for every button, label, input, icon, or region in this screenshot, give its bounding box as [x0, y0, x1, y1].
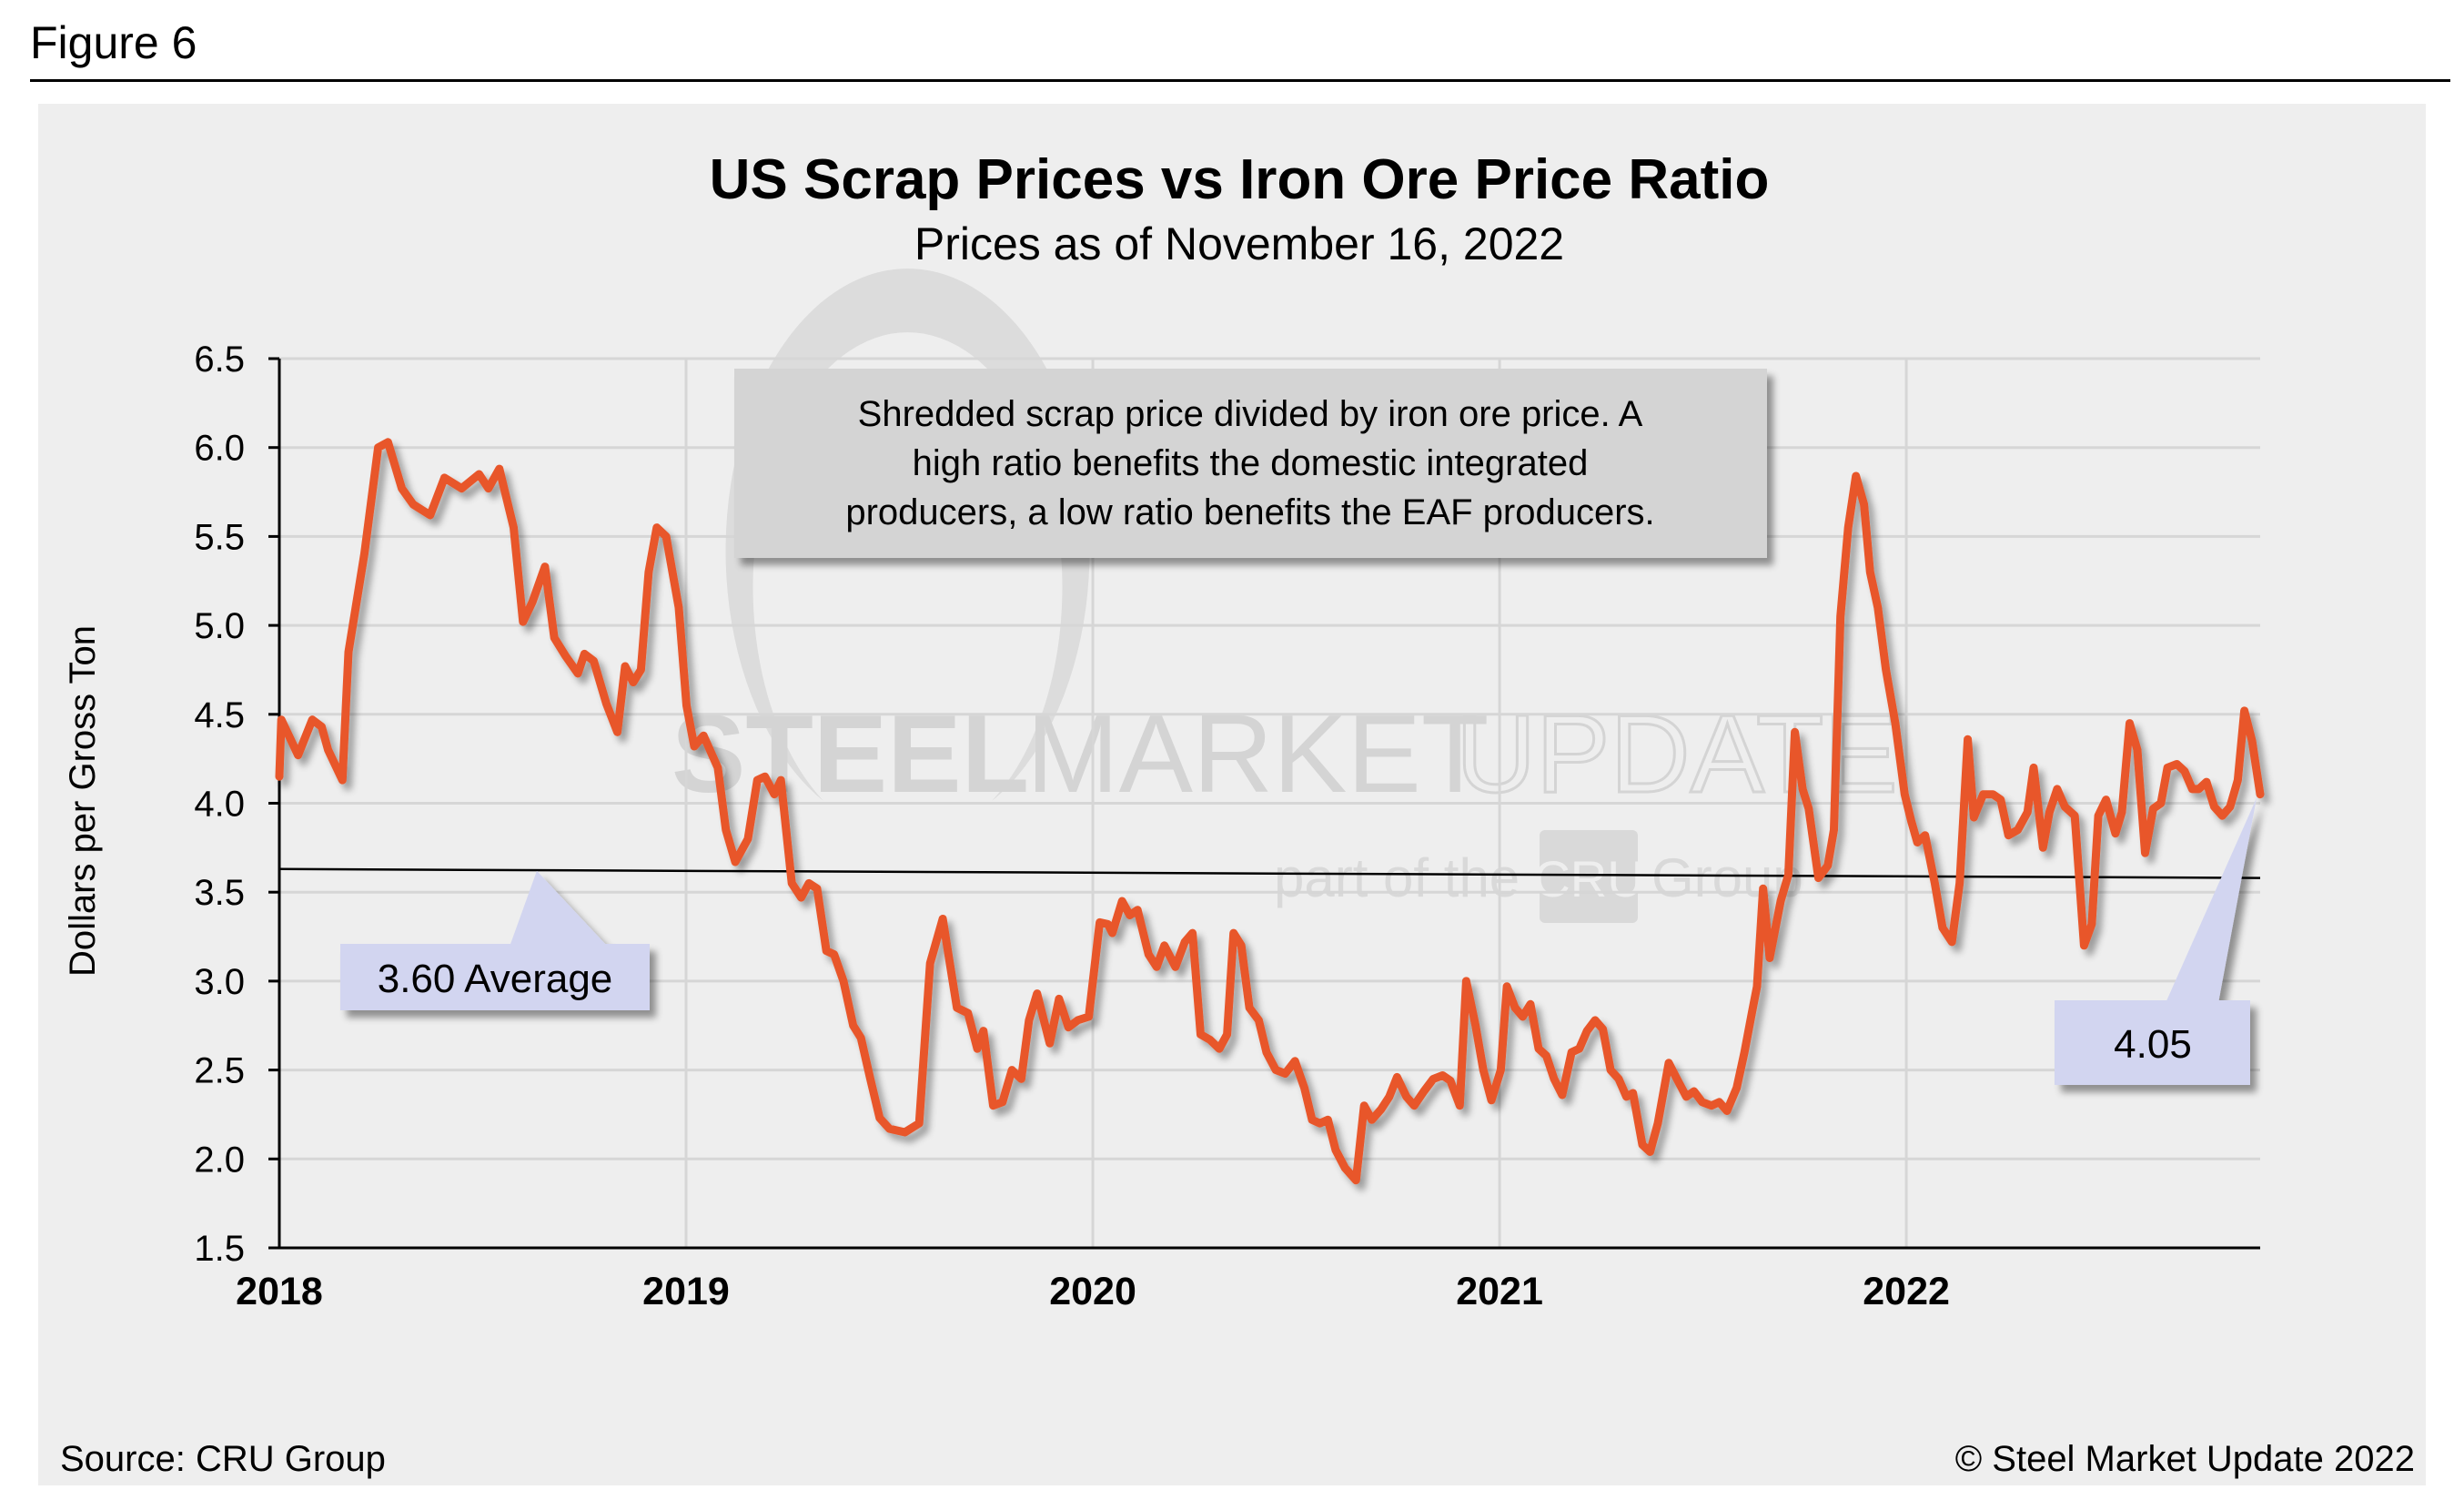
latest-callout-box	[2055, 1000, 2250, 1085]
x-tick-label: 2018	[236, 1270, 323, 1313]
latest-callout-label: 4.05	[2114, 1022, 2192, 1067]
x-tick-label: 2019	[642, 1270, 730, 1313]
y-tick-label: 5.5	[194, 517, 245, 557]
watermark-cru-text: CRU	[1533, 850, 1643, 907]
source-note: Source: CRU Group	[60, 1439, 386, 1479]
annotation-note-box	[734, 369, 1767, 558]
chart-subtitle: Prices as of November 16, 2022	[914, 218, 1564, 269]
chart-title: US Scrap Prices vs Iron Ore Price Ratio	[710, 148, 1770, 211]
watermark-tagline-pre: part of the	[1274, 847, 1520, 908]
y-tick-label: 2.0	[194, 1140, 245, 1180]
series-line-ratio	[275, 438, 2265, 1185]
watermark-steel: STEEL	[672, 692, 1029, 816]
figure-divider	[30, 79, 2450, 82]
annotation-note: Shredded scrap price divided by iron ore…	[734, 369, 1767, 558]
average-callout	[340, 870, 650, 1010]
copyright-note: © Steel Market Update 2022	[1955, 1439, 2415, 1479]
y-tick-label: 6.0	[194, 429, 245, 469]
y-tick-label: 3.0	[194, 962, 245, 1002]
watermark-update: UPDATE	[1456, 692, 1898, 816]
latest-callout	[2055, 797, 2257, 1085]
y-tick-label: 4.5	[194, 695, 245, 735]
x-tick-labels: 2018 2019 2020 2021 2022	[236, 1270, 1950, 1313]
x-tick-label: 2021	[1456, 1270, 1543, 1313]
annotation-note-line-2: high ratio benefits the domestic integra…	[913, 443, 1589, 483]
average-callout-label: 3.60 Average	[378, 957, 613, 1001]
y-tick-label: 3.5	[194, 873, 245, 913]
y-axis-label: Dollars per Gross Ton	[63, 625, 103, 977]
y-tick-labels: 6.5 6.0 5.5 5.0 4.5 4.0 3.5 3.0 2.5 2.0 1.5	[194, 339, 279, 1269]
watermark-cru-logo	[1540, 830, 1638, 923]
y-tick-label: 5.0	[194, 606, 245, 646]
y-tick-label: 2.5	[194, 1051, 245, 1091]
figure-label: Figure 6	[30, 17, 197, 68]
y-tick-label: 1.5	[194, 1229, 245, 1269]
average-callout-box	[340, 944, 650, 1010]
watermark-market: MARKET	[1026, 692, 1489, 816]
annotation-note-line-3: producers, a low ratio benefits the EAF …	[845, 492, 1654, 532]
watermark: STEEL MARKET UPDATE part of the CRU Grou…	[672, 269, 1899, 923]
latest-callout-pointer	[2166, 797, 2257, 1003]
annotation-note-line-1: Shredded scrap price divided by iron ore…	[858, 394, 1643, 434]
y-tick-label: 4.0	[194, 785, 245, 825]
x-tick-label: 2020	[1049, 1270, 1136, 1313]
average-callout-pointer	[510, 870, 608, 947]
x-tick-label: 2022	[1863, 1270, 1950, 1313]
y-tick-label: 6.5	[194, 339, 245, 380]
